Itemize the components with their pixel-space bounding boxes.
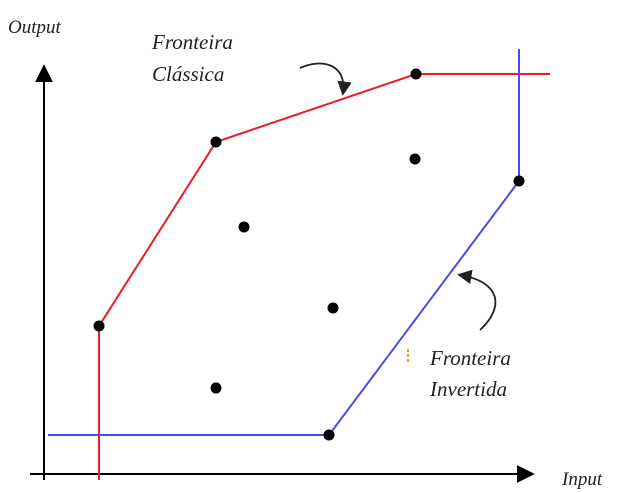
classic-frontier-label-line2: Clássica [152,62,224,86]
data-point [513,175,525,187]
data-point [238,221,250,233]
data-point [210,382,222,394]
x-axis-label: Input [561,469,603,490]
classic-frontier-label-line1: Fronteira [151,30,233,54]
data-point [210,136,222,148]
data-point [327,302,339,314]
inverted-frontier [48,49,520,436]
y-axis-label: Output [8,17,62,38]
curved-arrow-icon [299,62,352,96]
curved-arrow-icon [457,269,497,331]
data-point [409,153,421,165]
data-point [410,68,422,80]
data-point [323,429,335,441]
inverted-frontier-label-line1: Fronteira [429,346,511,370]
data-point [93,320,105,332]
inverted-frontier-label-line2: Invertida [429,377,507,401]
classic-frontier [98,73,550,480]
